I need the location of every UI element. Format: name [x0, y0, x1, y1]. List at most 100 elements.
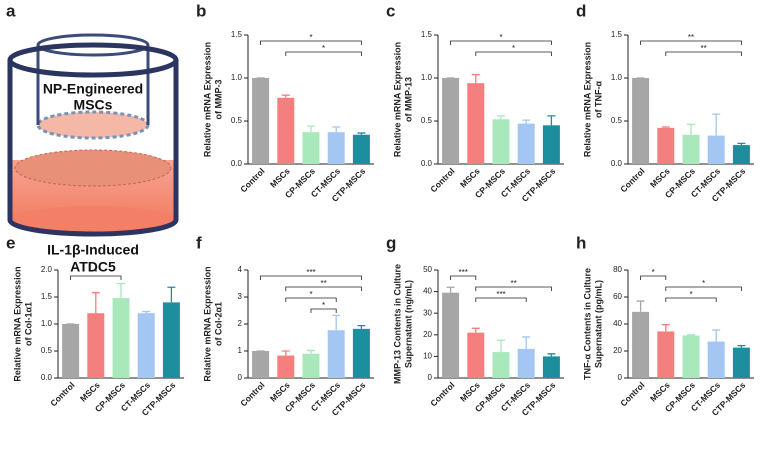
- bar-chart: h TNF-α Contents in Culture Supernatant (p…: [576, 233, 754, 418]
- bar: [467, 83, 485, 164]
- y-tick-label: 0.0: [41, 373, 53, 382]
- error-bar: [737, 142, 746, 146]
- significance-bracket: [260, 275, 362, 280]
- significance-label: *: [499, 33, 502, 42]
- significance-bracket: [450, 40, 552, 45]
- y-tick-label: 0.0: [231, 159, 243, 168]
- bar-chart: c Relative mRNA Expression of MMP-13 0.0 0.5…: [386, 1, 564, 204]
- y-tick-label: 0.5: [611, 116, 623, 125]
- bar: [632, 311, 650, 378]
- y-axis-label: Relative mRNA Expression: [582, 42, 592, 157]
- error-bar: [522, 119, 531, 124]
- y-axis-label: Relative mRNA Expression: [202, 266, 212, 381]
- x-tick-label: Control: [238, 166, 266, 194]
- error-bar: [471, 73, 480, 84]
- significance-label: *: [322, 301, 325, 310]
- y-tick-label: 1.5: [611, 30, 623, 39]
- bar: [252, 351, 270, 378]
- cell-layer: [14, 149, 172, 187]
- significance-bracket: [285, 51, 362, 56]
- significance-bracket: [450, 275, 477, 280]
- significance-bracket: [475, 51, 552, 56]
- bar: [352, 134, 370, 164]
- significance-label: ***: [306, 268, 315, 277]
- error-bar: [547, 115, 556, 126]
- bar: [277, 97, 295, 164]
- error-bar: [547, 353, 556, 357]
- significance-label: **: [688, 33, 694, 42]
- significance-bracket: [665, 297, 717, 302]
- significance-label: *: [309, 290, 312, 299]
- y-tick-label: 4: [238, 265, 243, 274]
- x-tick-label: Control: [428, 380, 456, 408]
- y-axis-label: Relative mRNA Expression: [12, 266, 22, 381]
- y-tick-label: 0.0: [421, 159, 433, 168]
- error-bar: [712, 113, 721, 136]
- significance-label: *: [702, 279, 705, 288]
- bar: [112, 298, 130, 378]
- insert-rim: [36, 33, 150, 57]
- y-axis-label: Supernatant (pg/mL): [593, 280, 603, 368]
- y-tick-label: 1: [238, 346, 243, 355]
- significance-bracket: [640, 275, 667, 280]
- panel-letter: b: [196, 1, 206, 20]
- y-tick-label: 60: [613, 292, 622, 301]
- y-tick-label: 20: [423, 330, 432, 339]
- error-bar: [117, 282, 125, 299]
- significance-label: *: [322, 44, 325, 53]
- bar-chart: f Relative mRNA Expression of Col-2α1 0 1 2 3 4…: [196, 233, 374, 418]
- bar: [517, 123, 535, 164]
- insert-label: MSCs: [74, 97, 113, 113]
- significance-label: **: [700, 44, 706, 53]
- error-bar: [307, 125, 315, 133]
- error-bar: [661, 126, 670, 128]
- error-bar: [357, 132, 366, 135]
- error-bar: [687, 334, 695, 336]
- y-tick-label: 40: [613, 319, 622, 328]
- bar: [442, 78, 460, 164]
- panel-letter: g: [386, 233, 396, 252]
- significance-label: *: [309, 33, 312, 42]
- significance-bracket: [665, 51, 742, 56]
- bar: [87, 313, 105, 378]
- bar: [682, 335, 700, 378]
- panel-letter: d: [576, 1, 586, 20]
- bar: [252, 78, 270, 164]
- bar: [492, 352, 510, 378]
- bar: [327, 330, 345, 378]
- y-tick-label: 50: [423, 265, 432, 274]
- bar: [327, 132, 345, 164]
- y-tick-label: 80: [613, 265, 622, 274]
- y-axis-label: MMP-13 Contents in Culture: [392, 264, 402, 384]
- bar: [492, 119, 510, 164]
- error-bar: [332, 126, 341, 133]
- error-bar: [497, 339, 505, 353]
- significance-bracket: [285, 286, 362, 291]
- bar-chart: e Relative mRNA Expression of Col-1α1 0.0 0.…: [6, 233, 184, 418]
- error-bar: [332, 314, 341, 331]
- y-tick-label: 0.0: [611, 159, 623, 168]
- dish-bottom: [10, 206, 176, 234]
- y-axis-label: of MMP-3: [213, 80, 223, 120]
- y-axis-label: of MMP-13: [403, 77, 413, 122]
- panel-letter: e: [6, 233, 15, 252]
- bar: [302, 132, 320, 164]
- y-axis-label: Relative mRNA Expression: [392, 42, 402, 157]
- y-tick-label: 2: [238, 319, 243, 328]
- significance-label: **: [510, 279, 516, 288]
- x-tick-label: Control: [48, 380, 76, 408]
- error-bar: [281, 94, 290, 98]
- y-axis-label: of Col-2α1: [213, 302, 223, 346]
- bar: [302, 353, 320, 378]
- error-bar: [522, 336, 531, 349]
- error-bar: [737, 344, 746, 348]
- y-tick-label: 10: [423, 352, 432, 361]
- insert-wall: [36, 45, 150, 125]
- diagram: a NP-Engineered MSCs IL-1β-Induced ATDC5: [6, 1, 179, 275]
- significance-bracket: [70, 275, 122, 280]
- bar: [442, 292, 460, 378]
- error-bar: [357, 324, 366, 329]
- y-tick-label: 30: [423, 308, 432, 317]
- significance-bracket: [475, 286, 552, 291]
